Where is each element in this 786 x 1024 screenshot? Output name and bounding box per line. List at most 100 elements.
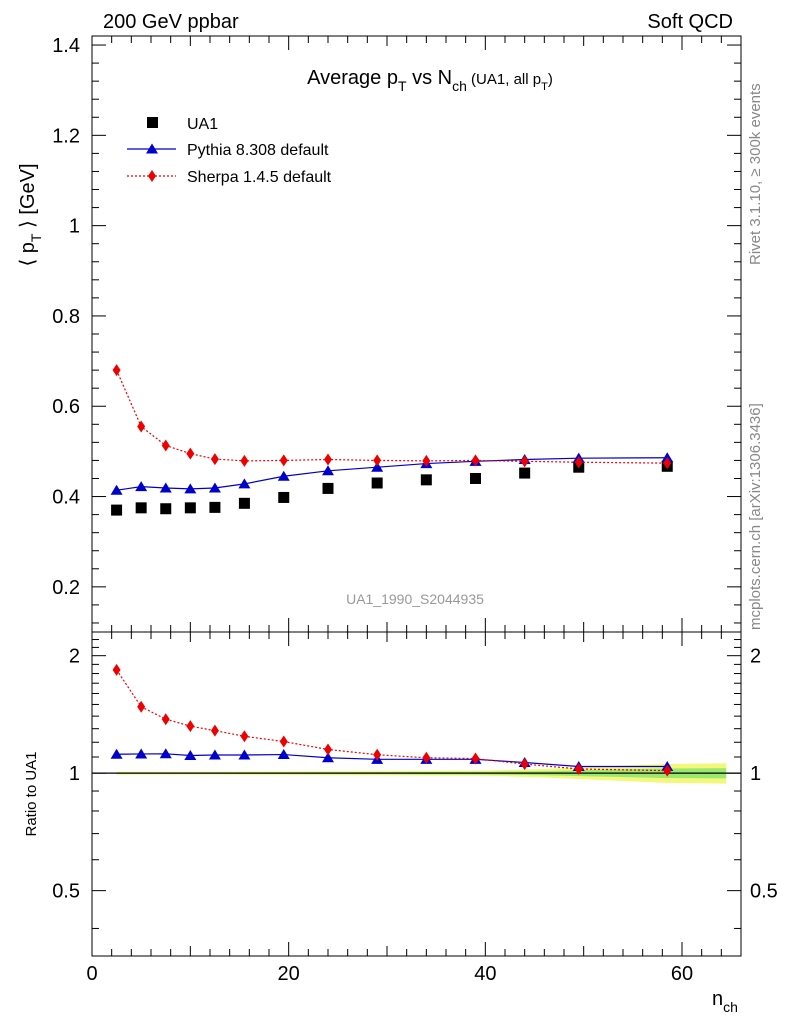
data-point-diamond — [574, 456, 583, 469]
data-point-triangle — [135, 748, 148, 759]
y-tick-label: 0.2 — [52, 577, 80, 599]
data-point-triangle — [184, 749, 197, 760]
legend-entry-ua1: UA1 — [147, 116, 218, 133]
y-tick-label: 1.2 — [52, 125, 80, 147]
legend-marker-diamond — [148, 170, 156, 182]
data-point-diamond — [112, 364, 121, 377]
x-tick-label: 20 — [278, 963, 300, 985]
data-point-triangle — [238, 478, 251, 489]
data-point-diamond — [186, 447, 195, 460]
legend-entry-pythia: Pythia 8.308 default — [127, 142, 329, 159]
data-point-triangle — [322, 465, 334, 476]
y-tick-label: 0.8 — [52, 306, 80, 328]
data-point-diamond — [210, 453, 219, 466]
data-point-diamond — [471, 752, 480, 765]
rivet-version-label: Rivet 3.1.10, ≥ 300k events — [747, 83, 764, 265]
data-point-triangle — [277, 749, 290, 760]
legend-label-sherpa: Sherpa 1.4.5 default — [187, 169, 332, 186]
data-point-square — [111, 504, 123, 516]
data-point-triangle — [159, 482, 172, 493]
series-sherpa — [112, 364, 672, 470]
data-point-triangle — [159, 748, 172, 759]
x-tick-label: 40 — [474, 963, 496, 985]
data-point-diamond — [161, 713, 170, 726]
data-point-square — [184, 502, 196, 514]
legend-entry-sherpa: Sherpa 1.4.5 default — [127, 169, 332, 186]
data-point-diamond — [210, 724, 219, 737]
data-point-diamond — [373, 454, 382, 467]
series-line — [116, 669, 668, 772]
series-pythia — [110, 452, 674, 495]
data-point-diamond — [137, 420, 146, 433]
ratio-y-tick-label: 1 — [69, 763, 80, 785]
data-point-diamond — [574, 762, 583, 775]
main-panel-title: Average pT vs Nch (UA1, all pT) — [307, 67, 553, 94]
data-point-triangle — [322, 752, 334, 763]
data-point-diamond — [422, 454, 431, 467]
data-point-diamond — [520, 758, 529, 771]
series-sherpa — [112, 663, 672, 777]
data-point-square — [371, 477, 383, 489]
data-point-diamond — [324, 743, 332, 756]
data-point-diamond — [279, 735, 288, 748]
data-point-diamond — [373, 748, 382, 761]
data-point-triangle — [184, 483, 197, 494]
data-point-square — [278, 491, 290, 503]
data-point-diamond — [520, 455, 529, 468]
legend-label-ua1: UA1 — [187, 116, 218, 133]
data-point-diamond — [324, 453, 332, 466]
data-point-diamond — [663, 457, 672, 470]
data-point-square — [238, 497, 250, 509]
ratio-panel-frame — [91, 631, 742, 957]
legend-label-pythia: Pythia 8.308 default — [187, 142, 329, 159]
series-line — [116, 753, 668, 768]
data-point-diamond — [161, 439, 170, 452]
mcplots-source-label: mcplots.cern.ch [arXiv:1306.3436] — [747, 403, 764, 630]
data-point-diamond — [279, 454, 288, 467]
ratio-panel-ticks: 0.5 0.51 12 20 20 40 60 — [52, 632, 778, 985]
x-tick-label: 0 — [86, 963, 97, 985]
ratio-y-tick-label-right: 0.5 — [750, 881, 778, 903]
data-point-triangle — [371, 461, 384, 472]
data-point-diamond — [186, 720, 195, 733]
main-panel-series — [110, 364, 674, 516]
header-left-label: 200 GeV ppbar — [103, 11, 239, 33]
data-point-square — [470, 472, 481, 484]
data-point-triangle — [208, 482, 221, 493]
data-point-square — [209, 501, 221, 513]
data-point-square — [160, 503, 172, 515]
y-tick-label: 0.4 — [52, 487, 80, 509]
ratio-panel-series — [110, 663, 674, 777]
data-point-triangle — [135, 481, 148, 492]
data-point-triangle — [110, 484, 123, 495]
data-point-triangle — [238, 749, 251, 760]
ratio-y-tick-label: 2 — [69, 646, 80, 668]
legend-marker-triangle — [146, 143, 158, 154]
y-tick-label: 0.6 — [52, 396, 80, 418]
y-tick-label: 1.4 — [52, 35, 80, 57]
y-tick-label: 1 — [69, 216, 80, 238]
x-tick-label: 60 — [671, 963, 693, 985]
data-point-triangle — [208, 749, 221, 760]
ratio-y-tick-label-right: 2 — [750, 646, 761, 668]
data-point-diamond — [471, 454, 480, 467]
ratio-y-tick-label-right: 1 — [750, 763, 761, 785]
data-point-triangle — [277, 470, 290, 481]
data-point-triangle — [110, 748, 123, 759]
legend-marker-square — [147, 117, 158, 128]
data-point-diamond — [137, 700, 146, 713]
main-panel-ticks: 0.2 0.4 0.6 0.8 1 1.2 1.4 — [52, 35, 742, 632]
ratio-y-tick-label: 0.5 — [52, 881, 80, 903]
data-point-square — [135, 502, 147, 514]
ratio-panel-y-axis-label: Ratio to UA1 — [23, 751, 40, 836]
data-point-diamond — [422, 751, 431, 764]
data-point-diamond — [240, 454, 249, 467]
legend: UA1 Pythia 8.308 default Sherpa 1.4.5 de… — [127, 116, 332, 186]
main-panel-y-axis-label: ⟨ pT ⟩ [GeV] — [17, 163, 44, 266]
data-point-diamond — [240, 730, 249, 743]
data-point-diamond — [663, 764, 672, 777]
series-line — [116, 457, 668, 491]
header-right-label: Soft QCD — [647, 11, 733, 33]
data-point-square — [322, 482, 334, 494]
